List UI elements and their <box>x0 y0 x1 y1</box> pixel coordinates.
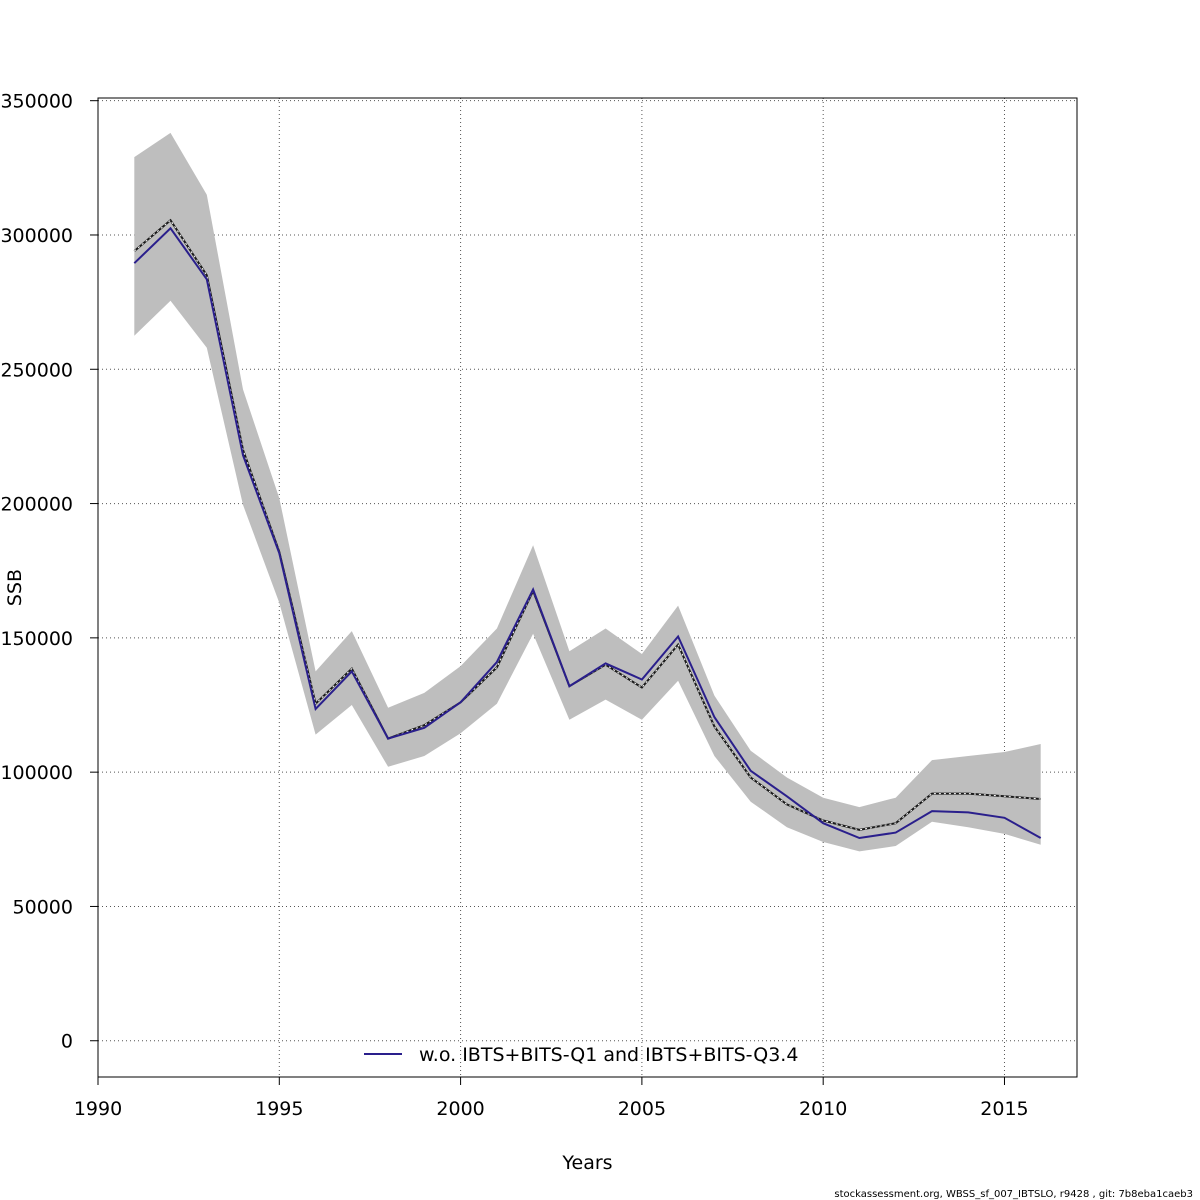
series-line-dashed-overlay <box>133 219 1041 831</box>
y-tick-label: 350000 <box>0 91 73 113</box>
y-tick-label: 200000 <box>0 494 73 516</box>
grid-lines <box>97 98 1077 1077</box>
legend: w.o. IBTS+BITS-Q1 and IBTS+BITS-Q3.4 <box>364 1044 798 1066</box>
x-tick-label: 1990 <box>74 1098 122 1120</box>
x-tick-label: 2015 <box>980 1098 1028 1120</box>
y-tick-label: 50000 <box>13 896 73 918</box>
x-axis: 1990 1995 2000 2005 2010 2015 <box>74 1076 1029 1120</box>
x-tick-label: 2010 <box>799 1098 847 1120</box>
y-tick-label: 250000 <box>0 359 73 381</box>
footer-credit: stockassessment.org, WBSS_sf_007_IBTSLO,… <box>834 1189 1193 1200</box>
x-tick-label: 1995 <box>255 1098 303 1120</box>
series-lines <box>133 218 1042 840</box>
y-axis-title: SSB <box>4 569 26 606</box>
x-axis-title: Years <box>561 1152 612 1174</box>
confidence-band <box>134 132 1041 852</box>
x-tick-label: 2000 <box>436 1098 484 1120</box>
x-tick-label: 2005 <box>618 1098 666 1120</box>
plot-frame <box>97 97 1078 1078</box>
legend-label: w.o. IBTS+BITS-Q1 and IBTS+BITS-Q3.4 <box>419 1044 798 1066</box>
y-tick-label: 100000 <box>0 762 73 784</box>
y-tick-label: 300000 <box>0 225 73 247</box>
series-line-solid <box>133 226 1042 840</box>
y-tick-label: 150000 <box>0 628 73 650</box>
y-tick-label: 0 <box>61 1031 73 1053</box>
y-axis: 0 50000 100000 150000 200000 250000 300000 3500… <box>0 91 99 1053</box>
